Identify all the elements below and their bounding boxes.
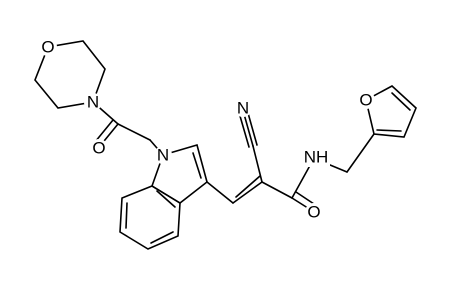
bond	[261, 181, 293, 199]
bond	[117, 123, 151, 141]
bond	[376, 129, 402, 132]
benzene-ring	[119, 185, 181, 250]
bond	[252, 145, 263, 183]
bond	[243, 113, 254, 147]
atom-label: N	[157, 146, 169, 165]
bond	[192, 152, 202, 179]
atom-label: O	[307, 203, 320, 222]
bond	[235, 175, 261, 198]
furan-ring	[365, 85, 417, 138]
atom-label: O	[359, 91, 372, 110]
bond	[391, 92, 411, 111]
atom-label: N	[87, 93, 99, 112]
bond	[206, 181, 234, 204]
atom-label: O	[92, 139, 105, 158]
atom-labels: O N O N N NH O O	[39, 38, 375, 222]
bond	[239, 115, 250, 148]
bond	[150, 231, 174, 244]
atom-label: N	[237, 99, 249, 118]
bond	[295, 191, 315, 205]
atom-label: NH	[304, 148, 329, 167]
bond	[232, 181, 263, 204]
bond	[156, 190, 176, 208]
pyrrole-ring	[151, 144, 208, 204]
bond	[125, 202, 128, 229]
atom-label: O	[41, 38, 54, 57]
bond	[346, 133, 375, 173]
bond	[94, 119, 114, 143]
bond	[247, 112, 258, 146]
